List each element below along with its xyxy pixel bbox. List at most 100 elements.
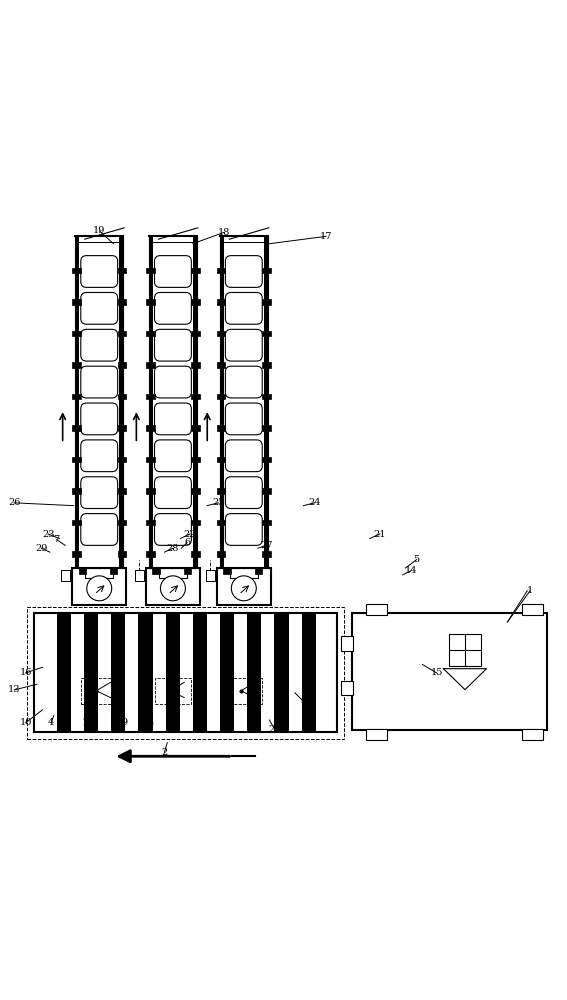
Text: 14: 14: [405, 566, 417, 575]
Bar: [217, 488, 225, 494]
Bar: [262, 551, 271, 557]
Bar: [449, 634, 481, 666]
Bar: [262, 425, 271, 431]
Bar: [146, 268, 154, 273]
Bar: [146, 394, 154, 399]
Bar: [117, 299, 126, 305]
Bar: [262, 457, 271, 462]
Bar: [217, 551, 225, 557]
Bar: [223, 568, 231, 574]
Bar: [262, 520, 271, 525]
Bar: [146, 520, 154, 525]
Bar: [146, 331, 154, 336]
Bar: [117, 394, 126, 399]
Bar: [366, 729, 387, 740]
Bar: [220, 613, 234, 732]
Text: 2: 2: [161, 748, 168, 757]
Bar: [220, 236, 223, 568]
Bar: [135, 570, 144, 581]
Bar: [166, 613, 180, 732]
Text: 22: 22: [184, 530, 196, 539]
Bar: [61, 570, 70, 581]
Bar: [138, 613, 153, 732]
Bar: [274, 613, 289, 732]
Bar: [72, 362, 81, 368]
Bar: [223, 236, 264, 568]
Text: 16: 16: [19, 668, 32, 677]
Bar: [79, 236, 119, 568]
Bar: [146, 568, 200, 605]
Text: 7: 7: [53, 535, 60, 544]
Bar: [262, 299, 271, 305]
Bar: [220, 236, 268, 243]
Bar: [146, 299, 154, 305]
Text: 23: 23: [42, 530, 54, 539]
Text: 9: 9: [122, 718, 128, 727]
Bar: [117, 425, 126, 431]
Bar: [225, 678, 262, 704]
Bar: [72, 425, 81, 431]
Text: 24: 24: [308, 498, 321, 507]
Bar: [352, 613, 547, 730]
Text: 15: 15: [430, 668, 443, 677]
Bar: [117, 488, 126, 494]
Bar: [184, 568, 191, 574]
Text: 3: 3: [147, 718, 154, 727]
Bar: [230, 568, 258, 578]
Bar: [117, 551, 126, 557]
Bar: [217, 425, 225, 431]
Bar: [73, 568, 126, 605]
Bar: [146, 551, 154, 557]
Bar: [72, 331, 81, 336]
Bar: [192, 268, 200, 273]
Bar: [154, 678, 192, 704]
Bar: [217, 362, 225, 368]
Bar: [262, 394, 271, 399]
Text: 18: 18: [218, 228, 230, 237]
Bar: [79, 237, 119, 242]
Text: 5: 5: [414, 555, 420, 564]
Bar: [205, 570, 214, 581]
Bar: [146, 488, 154, 494]
Text: 19: 19: [93, 226, 105, 235]
Bar: [72, 520, 81, 525]
Text: 10: 10: [19, 718, 32, 727]
Bar: [262, 362, 271, 368]
Bar: [341, 636, 353, 651]
Bar: [255, 568, 262, 574]
Bar: [366, 604, 387, 615]
Bar: [192, 488, 200, 494]
Bar: [72, 268, 81, 273]
Bar: [522, 729, 543, 740]
Bar: [110, 568, 117, 574]
Bar: [119, 236, 123, 568]
Bar: [146, 362, 154, 368]
Bar: [149, 236, 197, 243]
Bar: [81, 678, 118, 704]
Bar: [117, 520, 126, 525]
Bar: [79, 568, 86, 574]
Bar: [84, 613, 98, 732]
Text: 8: 8: [301, 697, 306, 706]
Text: 26: 26: [8, 498, 20, 507]
Bar: [117, 457, 126, 462]
Bar: [75, 236, 123, 243]
Bar: [217, 457, 225, 462]
Bar: [117, 331, 126, 336]
Bar: [262, 488, 271, 494]
Bar: [522, 604, 543, 615]
Bar: [193, 236, 197, 568]
Bar: [302, 613, 316, 732]
Bar: [217, 520, 225, 525]
Text: 6: 6: [184, 538, 190, 547]
Text: 29: 29: [35, 544, 48, 553]
Text: 17: 17: [320, 232, 332, 241]
Bar: [341, 681, 353, 695]
Bar: [153, 236, 193, 568]
Bar: [217, 331, 225, 336]
Bar: [192, 331, 200, 336]
Bar: [27, 607, 344, 739]
Bar: [149, 236, 153, 568]
Bar: [217, 394, 225, 399]
Bar: [117, 362, 126, 368]
